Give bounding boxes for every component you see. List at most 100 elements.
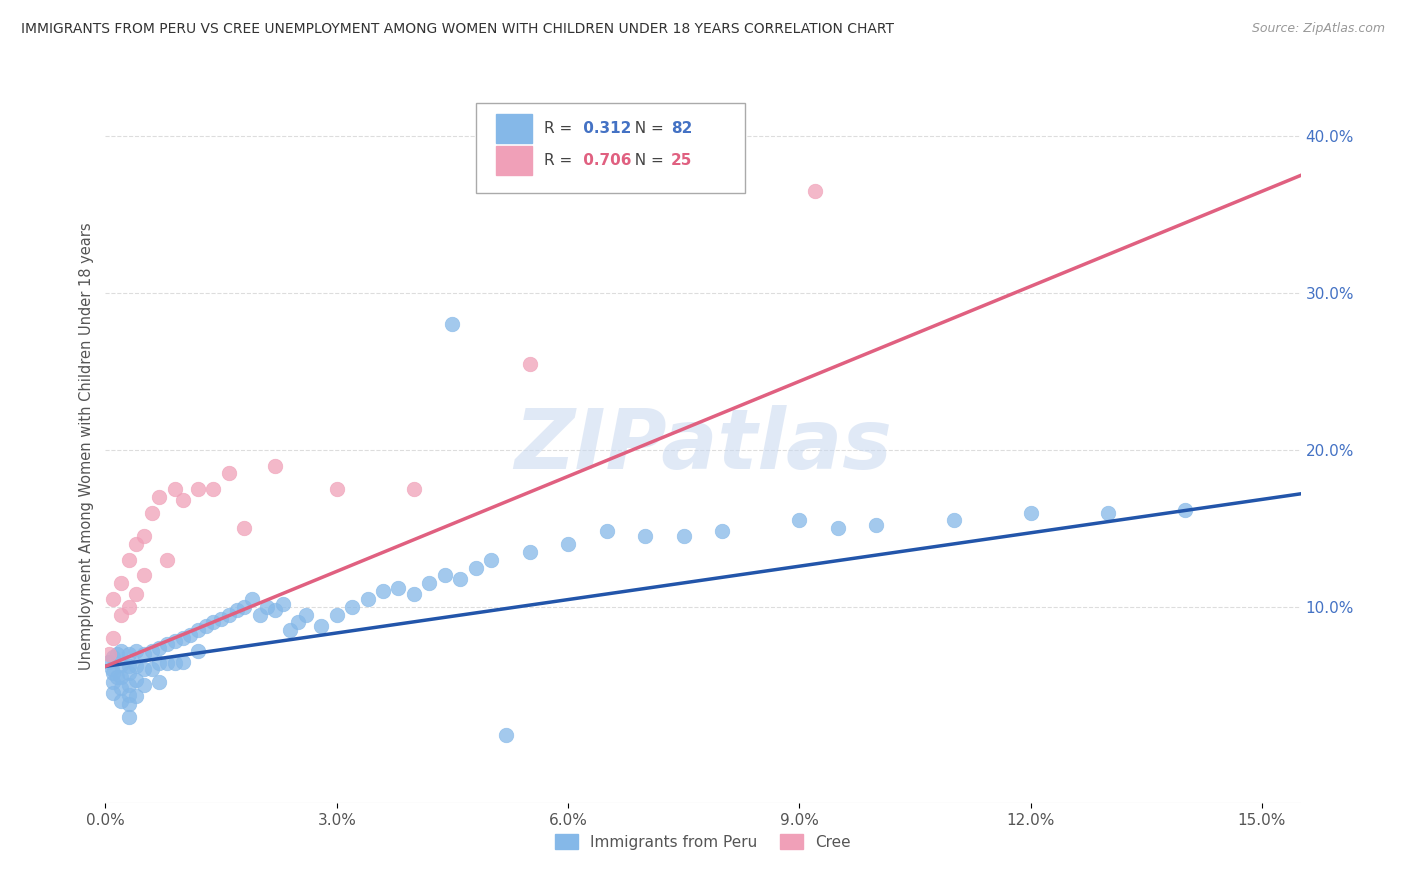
Point bbox=[356, 591, 378, 606]
Point bbox=[326, 482, 349, 496]
Text: ZIPatlas: ZIPatlas bbox=[515, 406, 891, 486]
Point bbox=[110, 643, 132, 657]
Point bbox=[557, 537, 579, 551]
Point bbox=[209, 612, 232, 626]
Point bbox=[163, 634, 186, 648]
Point bbox=[402, 587, 425, 601]
Point bbox=[264, 458, 287, 473]
Point bbox=[132, 647, 155, 661]
Point bbox=[402, 482, 425, 496]
Point bbox=[418, 576, 440, 591]
Point bbox=[125, 673, 148, 688]
Point bbox=[101, 675, 124, 690]
Point bbox=[172, 631, 194, 645]
Point bbox=[156, 657, 179, 671]
Point bbox=[117, 709, 139, 723]
Point bbox=[249, 607, 271, 622]
Point bbox=[479, 552, 502, 566]
Point bbox=[804, 184, 827, 198]
Point bbox=[132, 678, 155, 692]
Point bbox=[117, 688, 139, 702]
Point bbox=[326, 607, 349, 622]
Point bbox=[233, 599, 256, 614]
Point bbox=[110, 576, 132, 591]
Point bbox=[519, 357, 541, 371]
Point bbox=[117, 665, 139, 680]
Point bbox=[449, 572, 471, 586]
Point bbox=[156, 552, 179, 566]
Point bbox=[218, 467, 240, 481]
Point bbox=[105, 670, 128, 684]
Point bbox=[202, 615, 225, 630]
Point bbox=[202, 482, 225, 496]
Point bbox=[865, 518, 887, 533]
Point bbox=[163, 482, 186, 496]
Point bbox=[156, 637, 179, 651]
Text: 82: 82 bbox=[671, 121, 692, 136]
Point bbox=[287, 615, 309, 630]
Text: R =: R = bbox=[544, 153, 578, 168]
Point bbox=[110, 670, 132, 684]
Point bbox=[132, 568, 155, 582]
Point bbox=[110, 657, 132, 672]
Point bbox=[433, 568, 456, 582]
Legend: Immigrants from Peru, Cree: Immigrants from Peru, Cree bbox=[548, 828, 858, 855]
Point bbox=[125, 689, 148, 703]
Point bbox=[101, 686, 124, 700]
Point bbox=[256, 599, 278, 614]
Point bbox=[387, 581, 409, 595]
Text: Source: ZipAtlas.com: Source: ZipAtlas.com bbox=[1251, 22, 1385, 36]
Point bbox=[295, 607, 318, 622]
Point bbox=[101, 631, 124, 645]
Point bbox=[172, 655, 194, 669]
Point bbox=[1174, 502, 1197, 516]
Point bbox=[340, 599, 363, 614]
Point bbox=[117, 647, 139, 661]
Text: 25: 25 bbox=[671, 153, 692, 168]
FancyBboxPatch shape bbox=[475, 103, 745, 193]
Point bbox=[271, 597, 294, 611]
Point bbox=[141, 643, 163, 657]
Point bbox=[125, 643, 148, 657]
Point bbox=[148, 675, 170, 690]
Point bbox=[101, 665, 124, 680]
Point bbox=[672, 529, 695, 543]
Text: N =: N = bbox=[626, 153, 669, 168]
Point bbox=[98, 655, 121, 669]
Point bbox=[117, 697, 139, 711]
Point bbox=[163, 657, 186, 671]
Point bbox=[1019, 506, 1042, 520]
Point bbox=[117, 659, 139, 673]
Point bbox=[240, 591, 263, 606]
Point bbox=[105, 647, 128, 661]
Point bbox=[789, 514, 811, 528]
Text: N =: N = bbox=[626, 121, 669, 136]
Point bbox=[634, 529, 657, 543]
Point bbox=[495, 728, 517, 742]
Point bbox=[101, 649, 124, 664]
Point bbox=[172, 493, 194, 508]
Point bbox=[595, 524, 617, 539]
Point bbox=[179, 628, 201, 642]
Bar bbox=[496, 114, 531, 143]
Text: 0.706: 0.706 bbox=[578, 153, 631, 168]
Point bbox=[311, 618, 333, 632]
Text: 0.312: 0.312 bbox=[578, 121, 631, 136]
Point bbox=[519, 545, 541, 559]
Point bbox=[441, 318, 464, 332]
Text: IMMIGRANTS FROM PERU VS CREE UNEMPLOYMENT AMONG WOMEN WITH CHILDREN UNDER 18 YEA: IMMIGRANTS FROM PERU VS CREE UNEMPLOYMEN… bbox=[21, 22, 894, 37]
Point bbox=[711, 524, 734, 539]
Point bbox=[141, 506, 163, 520]
Point bbox=[194, 618, 217, 632]
Y-axis label: Unemployment Among Women with Children Under 18 years: Unemployment Among Women with Children U… bbox=[79, 222, 94, 670]
Point bbox=[110, 681, 132, 696]
Point bbox=[148, 640, 170, 655]
Point bbox=[110, 607, 132, 622]
Point bbox=[225, 603, 247, 617]
Point bbox=[233, 521, 256, 535]
Point bbox=[464, 560, 486, 574]
Point bbox=[101, 591, 124, 606]
Point bbox=[280, 624, 302, 638]
Point bbox=[942, 514, 965, 528]
Point bbox=[132, 529, 155, 543]
